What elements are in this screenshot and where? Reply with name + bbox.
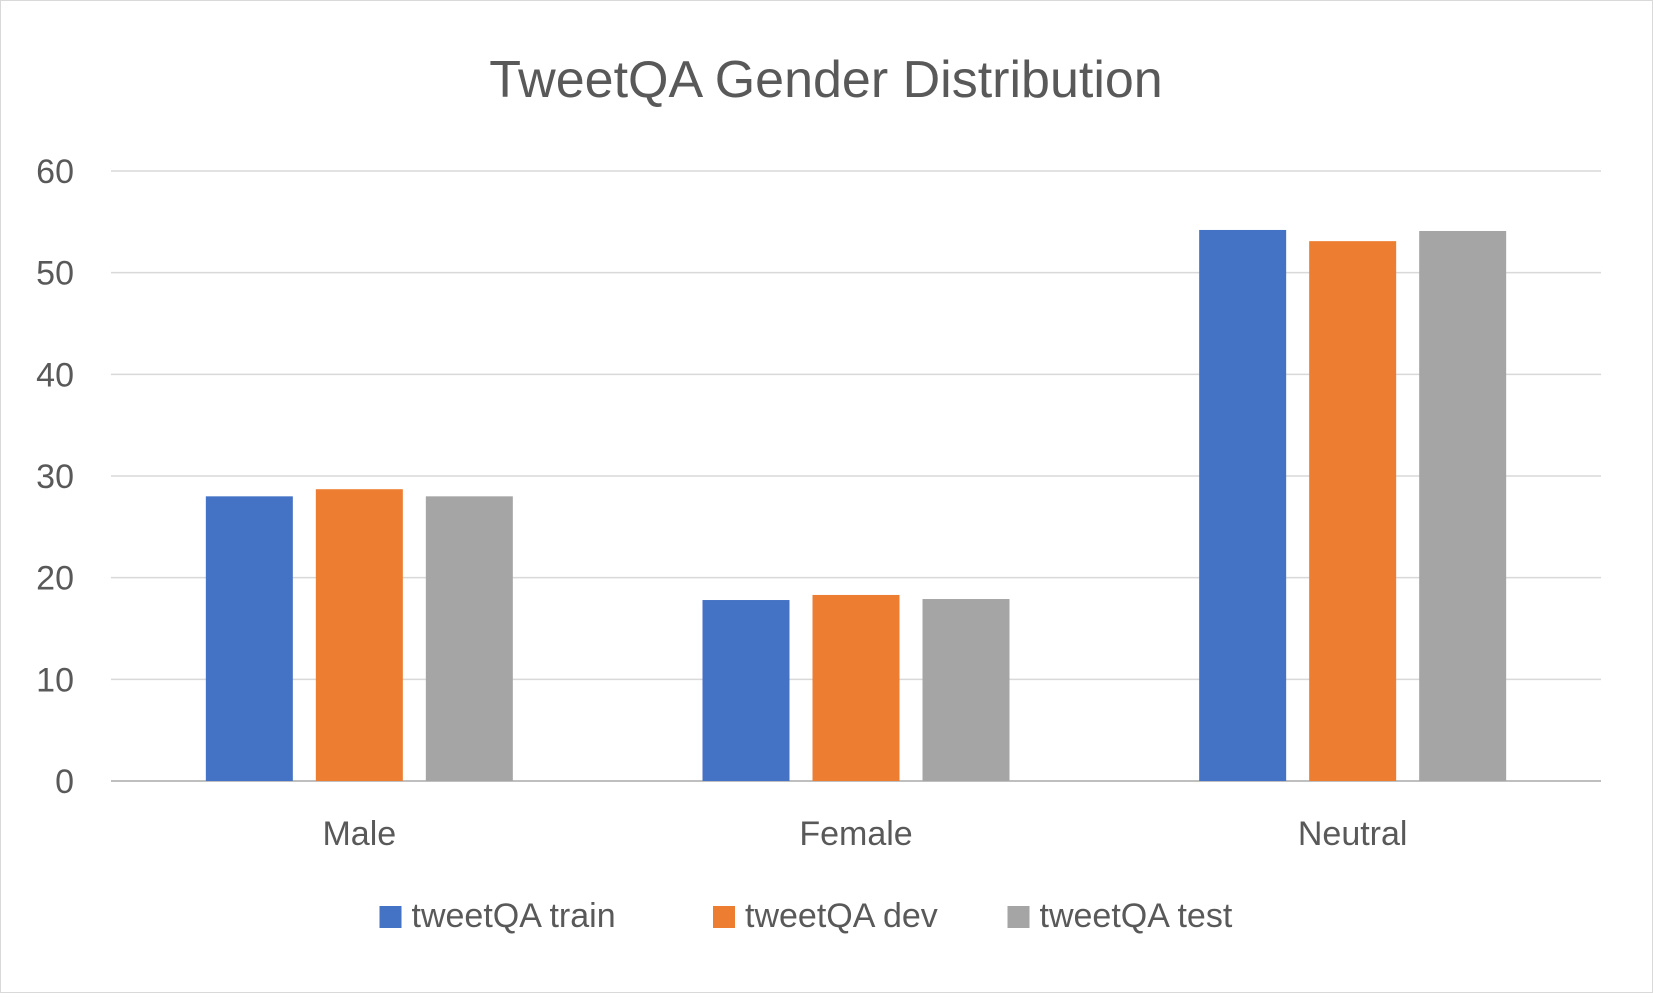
legend-swatch [1007, 906, 1030, 928]
bar-tweetqa-dev-female [812, 594, 900, 781]
legend: tweetQA train tweetQA dev tweetQA test [379, 897, 1233, 935]
x-category-label: Female [799, 815, 912, 853]
legend-item-tweetqa-train: tweetQA train [379, 897, 616, 935]
x-category-label: Male [322, 815, 396, 853]
legend-label: tweetQA test [1040, 897, 1233, 935]
legend-item-tweetqa-test: tweetQA test [1007, 897, 1233, 935]
bar-tweetqa-test-neutral [1419, 230, 1507, 781]
chart-title: TweetQA Gender Distribution [489, 51, 1162, 109]
bar-tweetqa-test-male [425, 496, 513, 781]
y-tick-label: 0 [55, 763, 74, 801]
y-tick-label: 50 [36, 255, 74, 293]
x-axis-category-labels: Male Female Neutral [322, 815, 1407, 853]
x-category-label: Neutral [1298, 815, 1408, 853]
legend-swatch [713, 906, 735, 928]
y-tick-label: 30 [36, 458, 74, 496]
legend-swatch [379, 906, 402, 928]
y-tick-label: 20 [36, 560, 74, 598]
bar-tweetqa-train-male [205, 496, 293, 781]
y-tick-label: 10 [36, 661, 74, 699]
bar-tweetqa-dev-male [315, 489, 403, 781]
legend-item-tweetqa-dev: tweetQA dev [713, 897, 938, 935]
bar-tweetqa-train-neutral [1199, 229, 1287, 781]
legend-label: tweetQA train [412, 897, 616, 935]
y-axis-tick-labels: 0 10 20 30 40 50 60 [36, 153, 74, 801]
bar-tweetqa-test-female [922, 599, 1010, 781]
y-tick-label: 40 [36, 356, 74, 394]
legend-label: tweetQA dev [745, 897, 938, 935]
bars [205, 229, 1507, 781]
bar-tweetqa-dev-neutral [1309, 241, 1397, 781]
y-tick-label: 60 [36, 153, 74, 191]
bar-tweetqa-train-female [702, 600, 790, 781]
